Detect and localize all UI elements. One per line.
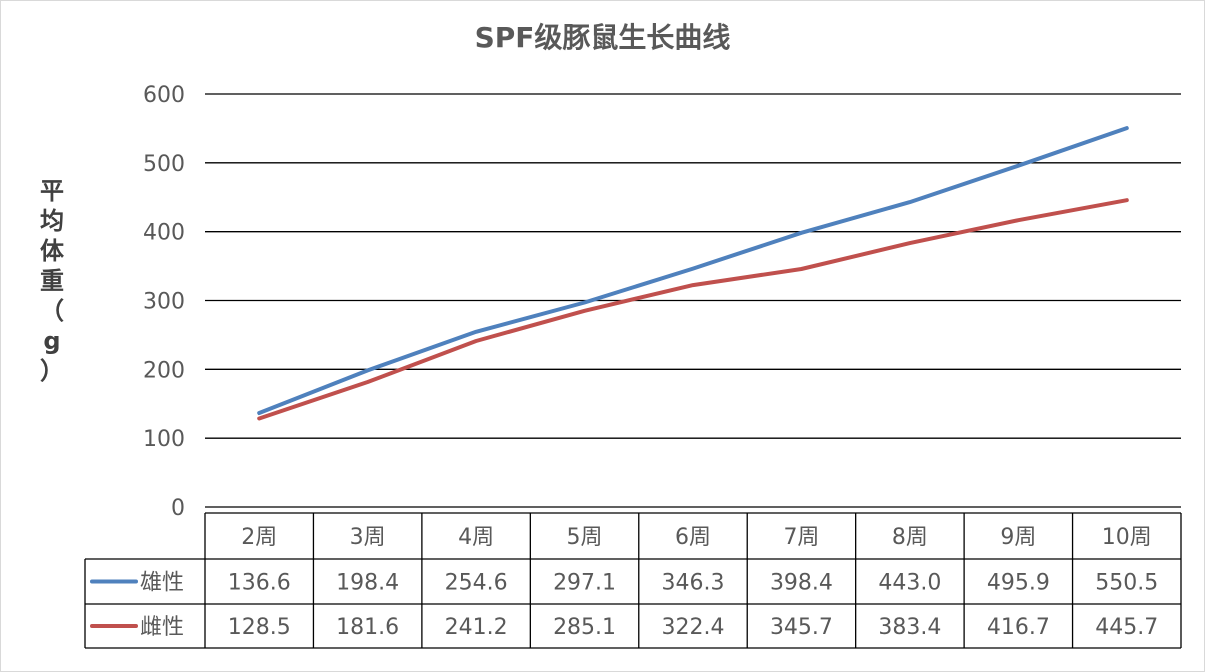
x-category-label: 5周 bbox=[567, 525, 603, 550]
series-line-female bbox=[257, 198, 1129, 421]
table-value: 297.1 bbox=[553, 571, 616, 596]
x-category-label: 7周 bbox=[783, 525, 819, 550]
table-value: 128.5 bbox=[228, 615, 291, 640]
table-value: 495.9 bbox=[987, 571, 1050, 596]
y-tick-label: 100 bbox=[143, 427, 185, 452]
x-category-label: 6周 bbox=[675, 525, 711, 550]
y-axis-label-char: g bbox=[43, 327, 61, 355]
table-value: 285.1 bbox=[553, 615, 616, 640]
x-category-label: 10周 bbox=[1102, 525, 1152, 550]
table-value: 136.6 bbox=[228, 571, 291, 596]
table-value: 445.7 bbox=[1095, 615, 1158, 640]
legend-label: 雄性 bbox=[140, 571, 184, 596]
y-tick-label: 600 bbox=[143, 83, 185, 108]
table-value: 254.6 bbox=[445, 571, 508, 596]
legend-label: 雌性 bbox=[140, 615, 184, 640]
x-category-label: 3周 bbox=[350, 525, 386, 550]
series-line-male bbox=[257, 126, 1129, 415]
x-category-label: 4周 bbox=[458, 525, 494, 550]
table-value: 443.0 bbox=[878, 571, 941, 596]
y-axis-label: 平均体重（g） bbox=[34, 176, 70, 386]
x-category-label: 8周 bbox=[892, 525, 928, 550]
table-value: 322.4 bbox=[662, 615, 725, 640]
y-axis-label-char: 平 bbox=[40, 177, 64, 205]
y-axis-label-char: 体 bbox=[40, 237, 64, 265]
y-tick-label: 0 bbox=[171, 496, 185, 521]
table-value: 383.4 bbox=[878, 615, 941, 640]
y-axis-label-char: （ bbox=[40, 297, 64, 325]
y-axis-label-char: 均 bbox=[40, 207, 64, 235]
y-axis-label-char: 重 bbox=[40, 267, 64, 295]
table-value: 198.4 bbox=[336, 571, 399, 596]
table-value: 416.7 bbox=[987, 615, 1050, 640]
table-value: 398.4 bbox=[770, 571, 833, 596]
y-axis-label-char: ） bbox=[40, 357, 64, 385]
table-value: 345.7 bbox=[770, 615, 833, 640]
y-tick-label: 200 bbox=[143, 358, 185, 383]
x-category-label: 9周 bbox=[1000, 525, 1036, 550]
y-tick-label: 500 bbox=[143, 152, 185, 177]
table-value: 181.6 bbox=[336, 615, 399, 640]
table-value: 241.2 bbox=[445, 615, 508, 640]
table-value: 550.5 bbox=[1095, 571, 1158, 596]
y-tick-label: 400 bbox=[143, 221, 185, 246]
table-value: 346.3 bbox=[662, 571, 725, 596]
y-tick-label: 300 bbox=[143, 290, 185, 315]
x-category-label: 2周 bbox=[241, 525, 277, 550]
chart-title: SPF级豚鼠生长曲线 bbox=[474, 21, 731, 54]
